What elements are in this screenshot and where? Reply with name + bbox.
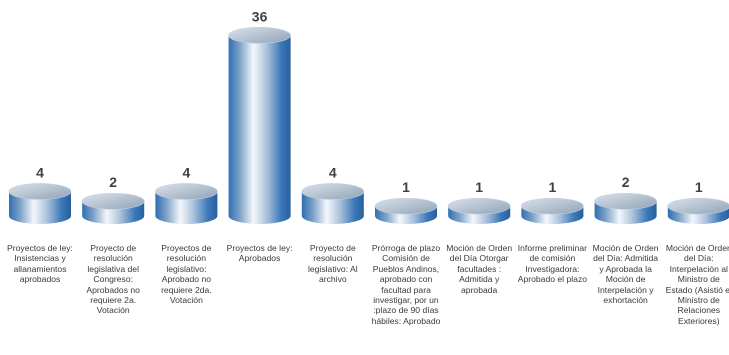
bar-9: [594, 192, 657, 224]
bar-top: [155, 183, 218, 200]
data-label-4: 36: [252, 8, 268, 24]
category-label-3: Proyectos de resolución legislativo: Apr…: [161, 243, 212, 306]
category-label-8: Informe preliminar de comisión Investiga…: [517, 243, 588, 285]
bar-5: [301, 183, 365, 224]
category-label-4: Proyectos de ley: Aprobados: [226, 243, 293, 264]
data-label-1: 4: [36, 164, 44, 180]
bar-top: [8, 183, 72, 200]
category-label-2: Proyecto de resolución legislativa del C…: [86, 243, 140, 316]
bar-2: [81, 192, 145, 224]
data-label-9: 2: [622, 174, 630, 190]
bar-7: [447, 197, 511, 224]
bar-top: [667, 197, 729, 215]
data-label-10: 1: [695, 179, 703, 195]
bar-top: [594, 192, 657, 210]
data-label-2: 2: [109, 174, 117, 190]
category-label-10: Moción de Orden del Día: Interpelación a…: [665, 243, 729, 326]
bar-body: [228, 35, 291, 216]
data-label-8: 1: [549, 179, 557, 195]
bar-3: [155, 183, 218, 224]
bar-10: [667, 197, 729, 224]
bar-top: [81, 192, 145, 210]
bar-top: [374, 197, 438, 215]
bar-8: [521, 197, 584, 224]
bar-top: [521, 197, 584, 215]
bar-6: [374, 197, 438, 224]
bar-top: [301, 183, 365, 200]
category-label-6: Prórroga de plazo Comisión de Pueblos An…: [371, 243, 441, 326]
category-label-1: Proyectos de ley: Insistencias y allanam…: [7, 243, 73, 285]
data-label-5: 4: [329, 164, 337, 180]
category-label-9: Moción de Orden del Día: Admitida y Apro…: [592, 243, 659, 306]
bar-top: [228, 27, 291, 44]
bar-top: [447, 197, 511, 215]
category-label-7: Moción de Orden del Día Otorgar facultad…: [446, 243, 513, 295]
category-label-5: Proyecto de resolución legislativo: Al a…: [307, 243, 358, 285]
data-label-6: 1: [402, 179, 410, 195]
data-label-7: 1: [475, 179, 483, 195]
data-label-3: 4: [183, 164, 191, 180]
bar-4: [228, 27, 291, 224]
bar-1: [8, 183, 72, 224]
